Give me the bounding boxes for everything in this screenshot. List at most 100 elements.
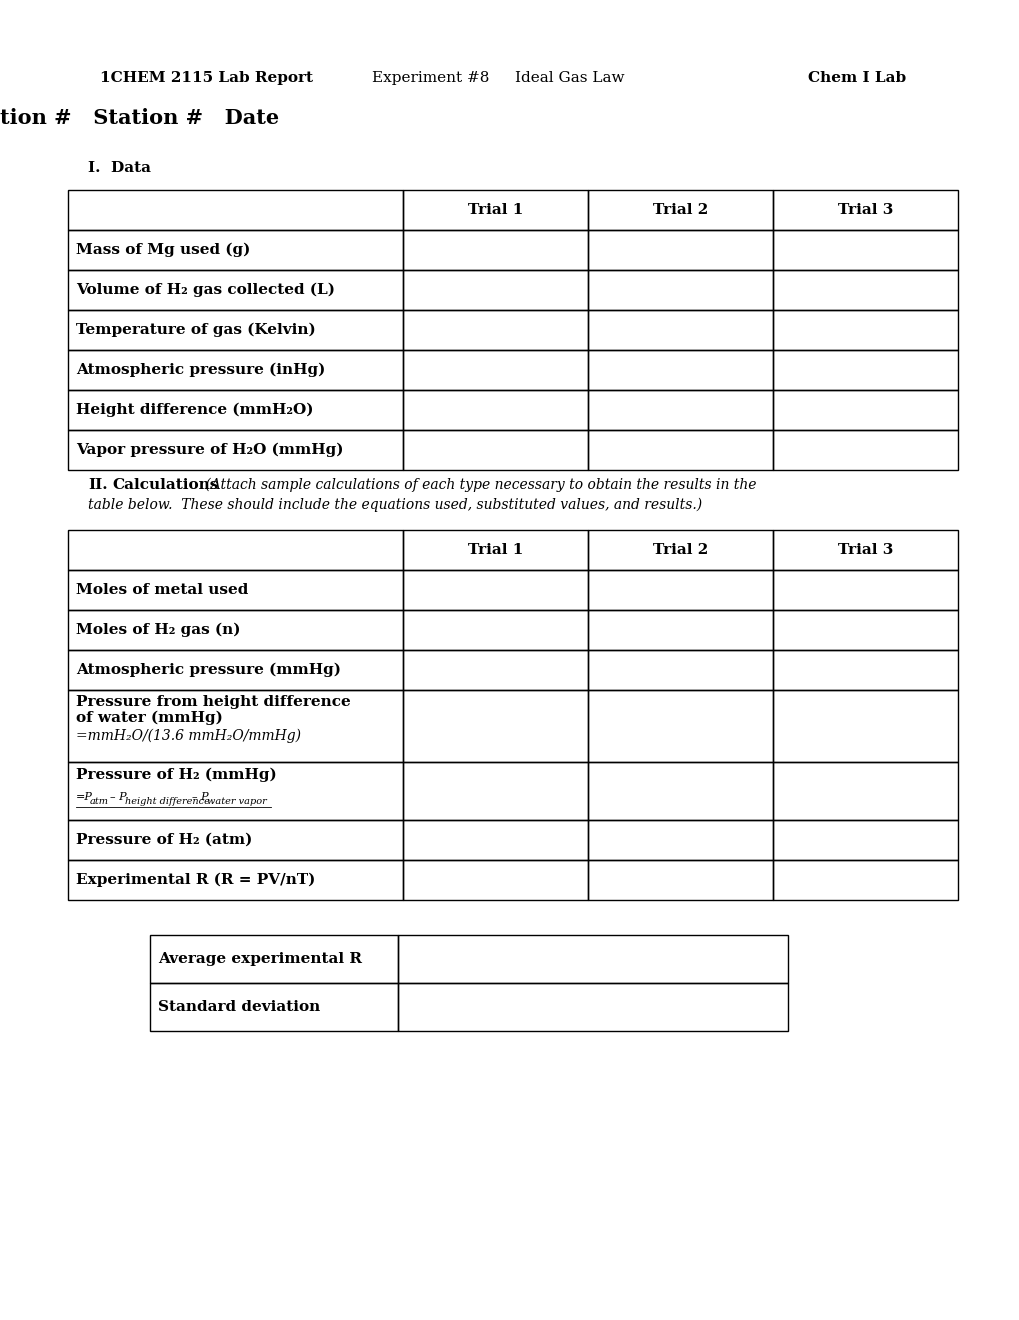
Bar: [772, 430, 957, 470]
Bar: [68, 820, 403, 861]
Bar: [587, 190, 772, 230]
Bar: [772, 570, 957, 610]
Bar: [587, 230, 772, 271]
Bar: [68, 389, 403, 430]
Bar: [772, 820, 957, 861]
Bar: [587, 310, 772, 350]
Text: Vapor pressure of H₂O (mmHg): Vapor pressure of H₂O (mmHg): [76, 442, 343, 457]
Bar: [772, 861, 957, 900]
Bar: [68, 271, 403, 310]
Text: II.: II.: [88, 478, 108, 492]
Text: atm: atm: [90, 796, 109, 805]
Bar: [150, 935, 397, 983]
Bar: [403, 649, 587, 690]
Text: Atmospheric pressure (inHg): Atmospheric pressure (inHg): [76, 363, 325, 378]
Text: Experimental R (R = PV/nT): Experimental R (R = PV/nT): [76, 873, 315, 887]
Bar: [772, 610, 957, 649]
Bar: [403, 861, 587, 900]
Bar: [68, 861, 403, 900]
Bar: [403, 190, 587, 230]
Bar: [772, 531, 957, 570]
Text: Pressure from height difference: Pressure from height difference: [76, 696, 351, 709]
Text: 1CHEM 2115 Lab Report: 1CHEM 2115 Lab Report: [100, 71, 313, 84]
Text: water vapor: water vapor: [207, 796, 267, 805]
Bar: [403, 350, 587, 389]
Text: =P: =P: [76, 792, 93, 803]
Text: Mass of Mg used (g): Mass of Mg used (g): [76, 243, 250, 257]
Bar: [772, 271, 957, 310]
Bar: [587, 271, 772, 310]
Bar: [68, 310, 403, 350]
Bar: [403, 271, 587, 310]
Bar: [403, 389, 587, 430]
Text: Experiment #8: Experiment #8: [372, 71, 489, 84]
Bar: [772, 230, 957, 271]
Bar: [772, 690, 957, 762]
Text: tion #   Station #   Date: tion # Station # Date: [0, 108, 279, 128]
Bar: [68, 762, 403, 820]
Bar: [68, 430, 403, 470]
Bar: [772, 310, 957, 350]
Bar: [403, 762, 587, 820]
Bar: [772, 350, 957, 389]
Bar: [587, 820, 772, 861]
Bar: [397, 983, 788, 1031]
Text: (Attach sample calculations of each type necessary to obtain the results in the: (Attach sample calculations of each type…: [201, 478, 756, 492]
Bar: [587, 690, 772, 762]
Text: Calculations: Calculations: [112, 478, 218, 492]
Bar: [403, 430, 587, 470]
Bar: [772, 762, 957, 820]
Text: – P: – P: [192, 792, 209, 803]
Text: Average experimental R: Average experimental R: [158, 952, 362, 966]
Text: height difference: height difference: [125, 796, 210, 805]
Bar: [587, 570, 772, 610]
Text: Trial 3: Trial 3: [837, 203, 893, 216]
Bar: [772, 389, 957, 430]
Bar: [403, 570, 587, 610]
Text: Pressure of H₂ (mmHg): Pressure of H₂ (mmHg): [76, 768, 276, 783]
Bar: [772, 649, 957, 690]
Bar: [587, 861, 772, 900]
Text: Trial 1: Trial 1: [468, 543, 523, 557]
Bar: [403, 690, 587, 762]
Bar: [587, 649, 772, 690]
Text: Moles of metal used: Moles of metal used: [76, 583, 249, 597]
Text: Trial 1: Trial 1: [468, 203, 523, 216]
Text: I.  Data: I. Data: [88, 161, 151, 176]
Text: Temperature of gas (Kelvin): Temperature of gas (Kelvin): [76, 323, 316, 337]
Bar: [587, 389, 772, 430]
Text: table below.  These should include the equations used, substituted values, and r: table below. These should include the eq…: [88, 498, 701, 512]
Bar: [587, 531, 772, 570]
Text: Atmospheric pressure (mmHg): Atmospheric pressure (mmHg): [76, 663, 340, 677]
Bar: [68, 230, 403, 271]
Bar: [403, 230, 587, 271]
Bar: [403, 310, 587, 350]
Bar: [68, 649, 403, 690]
Bar: [772, 190, 957, 230]
Bar: [68, 690, 403, 762]
Text: Volume of H₂ gas collected (L): Volume of H₂ gas collected (L): [76, 282, 334, 297]
Text: Trial 2: Trial 2: [652, 203, 707, 216]
Bar: [150, 983, 397, 1031]
Bar: [587, 610, 772, 649]
Text: Ideal Gas Law: Ideal Gas Law: [515, 71, 624, 84]
Text: Pressure of H₂ (atm): Pressure of H₂ (atm): [76, 833, 252, 847]
Bar: [587, 762, 772, 820]
Text: of water (mmHg): of water (mmHg): [76, 710, 223, 725]
Bar: [68, 350, 403, 389]
Bar: [403, 610, 587, 649]
Text: – P: – P: [110, 792, 126, 803]
Text: =mmH₂O/(13.6 mmH₂O/mmHg): =mmH₂O/(13.6 mmH₂O/mmHg): [76, 729, 301, 743]
Bar: [68, 570, 403, 610]
Text: Trial 3: Trial 3: [837, 543, 893, 557]
Text: Height difference (mmH₂O): Height difference (mmH₂O): [76, 403, 313, 417]
Bar: [403, 820, 587, 861]
Bar: [68, 531, 403, 570]
Bar: [587, 430, 772, 470]
Text: Trial 2: Trial 2: [652, 543, 707, 557]
Text: Standard deviation: Standard deviation: [158, 1001, 320, 1014]
Bar: [587, 350, 772, 389]
Text: Chem I Lab: Chem I Lab: [807, 71, 905, 84]
Bar: [397, 935, 788, 983]
Bar: [68, 610, 403, 649]
